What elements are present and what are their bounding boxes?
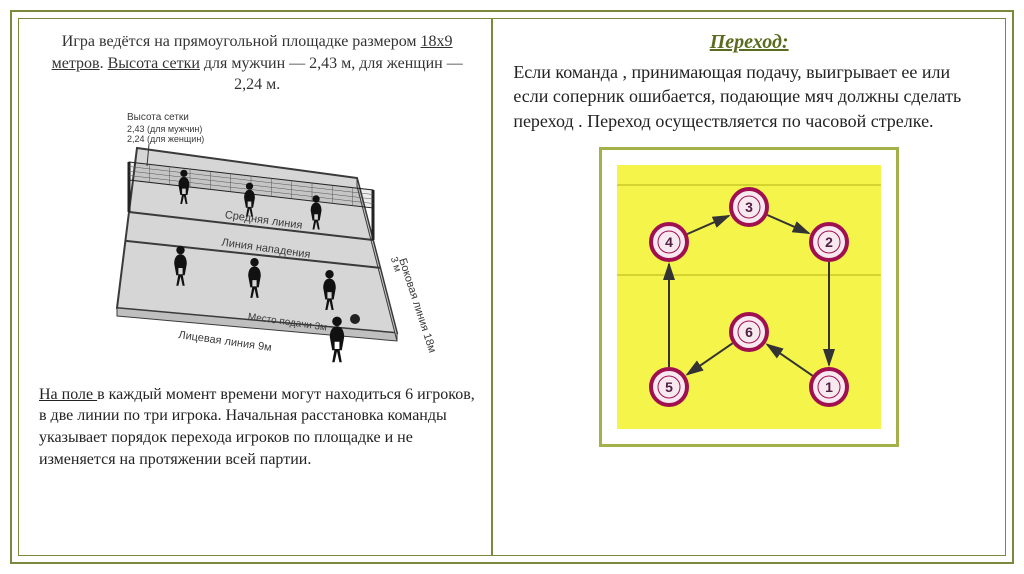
svg-text:3: 3 [745, 199, 753, 215]
rotation-paragraph: Если команда , принимающая подачу, выигр… [513, 60, 985, 133]
intro-c: для мужчин — 2,43 м, для женщин — 2,24 м… [200, 55, 463, 94]
court-diagram: Высота сетки2,43 (для мужчин)2,24 (для ж… [77, 108, 437, 368]
para-lead: На поле [39, 386, 97, 403]
court-svg: Высота сетки2,43 (для мужчин)2,24 (для ж… [77, 108, 437, 368]
slide: Игра ведётся на прямоугольной площадке р… [0, 0, 1024, 574]
intro-text: Игра ведётся на прямоугольной площадке р… [39, 31, 475, 96]
svg-text:Лицевая линия 9м: Лицевая линия 9м [178, 329, 273, 354]
svg-text:5: 5 [665, 379, 673, 395]
svg-text:Боковая линия 18м: Боковая линия 18м [396, 257, 437, 355]
rotation-title: Переход: [513, 31, 985, 54]
svg-text:2,24 (для женщин): 2,24 (для женщин) [127, 134, 204, 144]
svg-text:Высота сетки: Высота сетки [127, 112, 189, 123]
rotation-diagram: 3 4 2 6 5 1 [513, 147, 985, 447]
svg-text:2,43 (для мужчин): 2,43 (для мужчин) [127, 124, 202, 134]
svg-text:1: 1 [825, 379, 833, 395]
svg-text:6: 6 [745, 324, 753, 340]
inner-frame: Игра ведётся на прямоугольной площадке р… [18, 18, 1006, 556]
left-column: Игра ведётся на прямоугольной площадке р… [19, 19, 491, 555]
intro-net: Высота сетки [108, 55, 200, 72]
right-column: Переход: Если команда , принимающая пода… [493, 19, 1005, 555]
intro-b: . [100, 55, 108, 72]
left-paragraph: На поле в каждый момент времени могут на… [39, 384, 475, 470]
rotation-svg: 3 4 2 6 5 1 [599, 147, 899, 447]
para-rest: в каждый момент времени могут находиться… [39, 386, 475, 468]
svg-text:4: 4 [665, 234, 673, 250]
outer-frame: Игра ведётся на прямоугольной площадке р… [10, 10, 1014, 564]
intro-a: Игра ведётся на прямоугольной площадке р… [62, 33, 421, 50]
svg-text:2: 2 [825, 234, 833, 250]
